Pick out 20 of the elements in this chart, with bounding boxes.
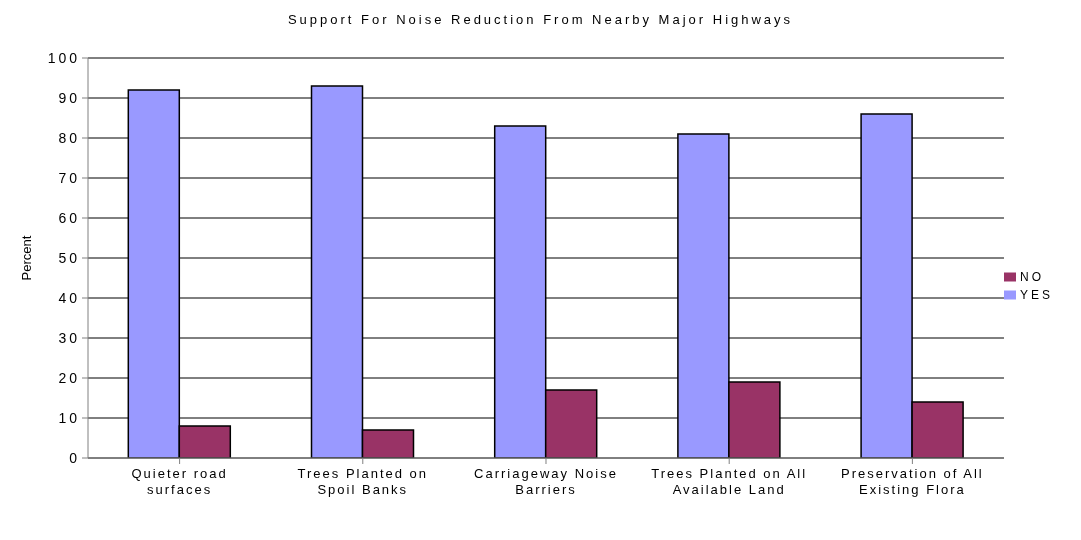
x-tick-label: Trees Planted on Spoil Banks bbox=[297, 466, 429, 497]
y-tick-label: 50 bbox=[58, 249, 80, 266]
y-tick-label: 40 bbox=[58, 289, 80, 306]
x-tick-label: Trees Planted on All Available Land bbox=[651, 466, 808, 497]
y-tick-label: 80 bbox=[58, 129, 80, 146]
x-tick-label: Carriageway Noise Barriers bbox=[474, 466, 618, 497]
chart-title: Support For Noise Reduction From Nearby Major Highways bbox=[286, 11, 795, 29]
y-tick-label: 90 bbox=[58, 89, 80, 106]
y-tick-label: 100 bbox=[47, 49, 80, 66]
y-tick-label: 10 bbox=[58, 409, 80, 426]
y-tick-label: 70 bbox=[58, 169, 80, 186]
y-tick-label: 20 bbox=[58, 369, 80, 386]
y-axis-title: Percent bbox=[18, 235, 34, 281]
y-tick-label: 0 bbox=[69, 449, 80, 466]
y-tick-label: 30 bbox=[58, 329, 80, 346]
legend-label: NO bbox=[1019, 270, 1044, 284]
legend-label: YES bbox=[1019, 288, 1053, 302]
x-tick-label: Preservation of All Existing Flora bbox=[841, 466, 984, 497]
x-tick-label: Quieter road surfaces bbox=[131, 466, 228, 497]
y-tick-label: 60 bbox=[58, 209, 80, 226]
